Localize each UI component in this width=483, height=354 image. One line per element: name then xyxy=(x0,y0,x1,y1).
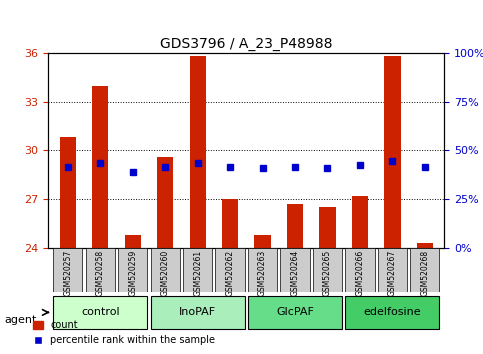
Bar xyxy=(352,196,368,248)
Bar xyxy=(287,204,303,248)
FancyBboxPatch shape xyxy=(215,248,245,292)
FancyBboxPatch shape xyxy=(281,248,310,292)
FancyBboxPatch shape xyxy=(410,248,440,292)
Bar xyxy=(125,235,141,248)
Text: GSM520260: GSM520260 xyxy=(161,250,170,296)
Bar xyxy=(157,157,173,248)
FancyBboxPatch shape xyxy=(85,248,115,292)
Text: GSM520266: GSM520266 xyxy=(355,250,365,296)
Legend: count, percentile rank within the sample: count, percentile rank within the sample xyxy=(29,316,219,349)
FancyBboxPatch shape xyxy=(53,296,147,329)
FancyBboxPatch shape xyxy=(53,248,83,292)
Bar xyxy=(319,207,336,248)
Text: GSM520265: GSM520265 xyxy=(323,250,332,296)
Bar xyxy=(255,235,270,248)
Text: GSM520264: GSM520264 xyxy=(291,250,299,296)
FancyBboxPatch shape xyxy=(151,296,245,329)
FancyBboxPatch shape xyxy=(151,248,180,292)
FancyBboxPatch shape xyxy=(313,248,342,292)
Text: GlcPAF: GlcPAF xyxy=(276,307,314,318)
Text: control: control xyxy=(81,307,120,318)
Title: GDS3796 / A_23_P48988: GDS3796 / A_23_P48988 xyxy=(160,37,333,51)
FancyBboxPatch shape xyxy=(183,248,212,292)
Bar xyxy=(60,137,76,248)
Text: GSM520259: GSM520259 xyxy=(128,250,137,296)
Text: GSM520261: GSM520261 xyxy=(193,250,202,296)
FancyBboxPatch shape xyxy=(248,248,277,292)
Bar xyxy=(92,86,108,248)
FancyBboxPatch shape xyxy=(345,248,374,292)
Bar xyxy=(384,56,400,248)
Text: agent: agent xyxy=(5,315,37,325)
Text: InoPAF: InoPAF xyxy=(179,307,216,318)
FancyBboxPatch shape xyxy=(248,296,342,329)
Bar xyxy=(417,243,433,248)
FancyBboxPatch shape xyxy=(118,248,147,292)
Text: edelfosine: edelfosine xyxy=(364,307,421,318)
Text: GSM520258: GSM520258 xyxy=(96,250,105,296)
Text: GSM520257: GSM520257 xyxy=(63,250,72,296)
Text: GSM520267: GSM520267 xyxy=(388,250,397,296)
FancyBboxPatch shape xyxy=(345,296,440,329)
Bar xyxy=(222,199,238,248)
Bar xyxy=(189,56,206,248)
FancyBboxPatch shape xyxy=(378,248,407,292)
Text: GSM520268: GSM520268 xyxy=(420,250,429,296)
Text: GSM520262: GSM520262 xyxy=(226,250,235,296)
Text: GSM520263: GSM520263 xyxy=(258,250,267,296)
